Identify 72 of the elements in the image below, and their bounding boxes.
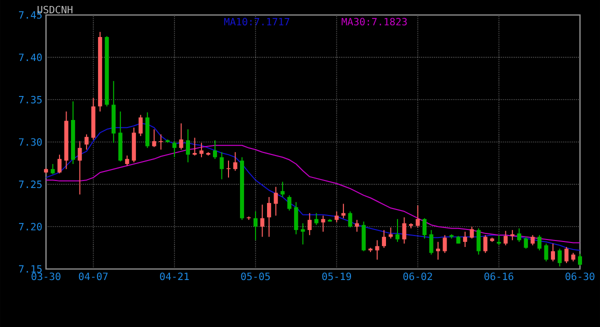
y-tick-label: 7.40 <box>18 54 42 62</box>
candlestick <box>294 202 298 235</box>
candlestick <box>483 234 488 254</box>
candlestick <box>334 210 339 223</box>
y-tick-label: 7.45 <box>18 11 42 19</box>
candlestick <box>416 204 420 228</box>
candlestick <box>50 164 55 175</box>
candlestick <box>530 234 535 246</box>
x-tick-label: 04-21 <box>160 272 189 280</box>
x-tick-label: 05-05 <box>241 272 270 280</box>
x-tick-label: 05-19 <box>322 272 352 280</box>
x-tick-label: 06-02 <box>403 272 432 280</box>
y-tick-label: 7.20 <box>18 222 42 230</box>
candlestick <box>463 231 468 248</box>
candlestick <box>517 228 522 242</box>
y-tick-label: 7.15 <box>18 265 42 273</box>
candlestick <box>212 140 218 160</box>
candlestick <box>199 142 204 158</box>
candlestick <box>436 241 440 260</box>
text: MA10:7.1717 <box>224 18 290 26</box>
y-tick-label: 7.25 <box>18 180 42 188</box>
candlestick <box>300 222 305 245</box>
candlestick <box>524 236 528 250</box>
candlestick <box>550 243 555 262</box>
candlestick <box>476 228 481 256</box>
x-tick-label: 03-30 <box>32 272 60 280</box>
y-tick-label: 7.30 <box>18 138 42 146</box>
candlestick <box>375 240 380 260</box>
candlestick <box>429 230 434 256</box>
candlestick <box>308 212 312 236</box>
candlestick <box>254 210 258 241</box>
candlestick <box>558 248 562 267</box>
candlestick <box>442 234 447 254</box>
candlestick <box>402 216 406 244</box>
candlestick <box>544 243 548 262</box>
candlestick <box>158 134 163 150</box>
candlestick <box>220 152 224 180</box>
x-tick-label: 04-07 <box>78 272 108 280</box>
candlestick <box>274 186 278 216</box>
candlestick <box>314 212 318 226</box>
chart-title: USDCNH <box>38 6 72 14</box>
text: MA30:7.1823 <box>342 18 407 26</box>
candlestick <box>186 128 190 163</box>
candlestick <box>537 234 542 251</box>
candlestick <box>138 114 143 137</box>
candlestick <box>348 210 352 228</box>
candlestick <box>388 227 393 240</box>
candlestick <box>78 140 82 195</box>
candlestick <box>564 246 568 264</box>
x-tick-label: 06-30 <box>566 272 594 280</box>
candlestick <box>321 215 326 232</box>
candlestick <box>267 196 272 238</box>
candlestick <box>504 230 508 246</box>
candlestick <box>578 253 582 266</box>
candlestick <box>58 154 62 174</box>
candlestick <box>470 226 474 240</box>
candlestick <box>179 122 184 150</box>
candlestick <box>226 160 231 178</box>
candlestick <box>233 152 238 172</box>
candlestick <box>341 203 346 219</box>
candlestick <box>280 181 285 198</box>
candlestick <box>422 218 427 240</box>
candlestick <box>152 128 156 148</box>
candlestick <box>172 140 176 158</box>
candlestick <box>395 218 400 242</box>
x-tick-label: 06-16 <box>484 272 514 280</box>
candlestick <box>382 230 386 248</box>
y-tick-label: 7.35 <box>18 96 42 104</box>
candlestick <box>260 204 264 238</box>
candlestick <box>84 134 89 150</box>
candlestick <box>287 194 292 212</box>
candlestick <box>125 155 130 166</box>
